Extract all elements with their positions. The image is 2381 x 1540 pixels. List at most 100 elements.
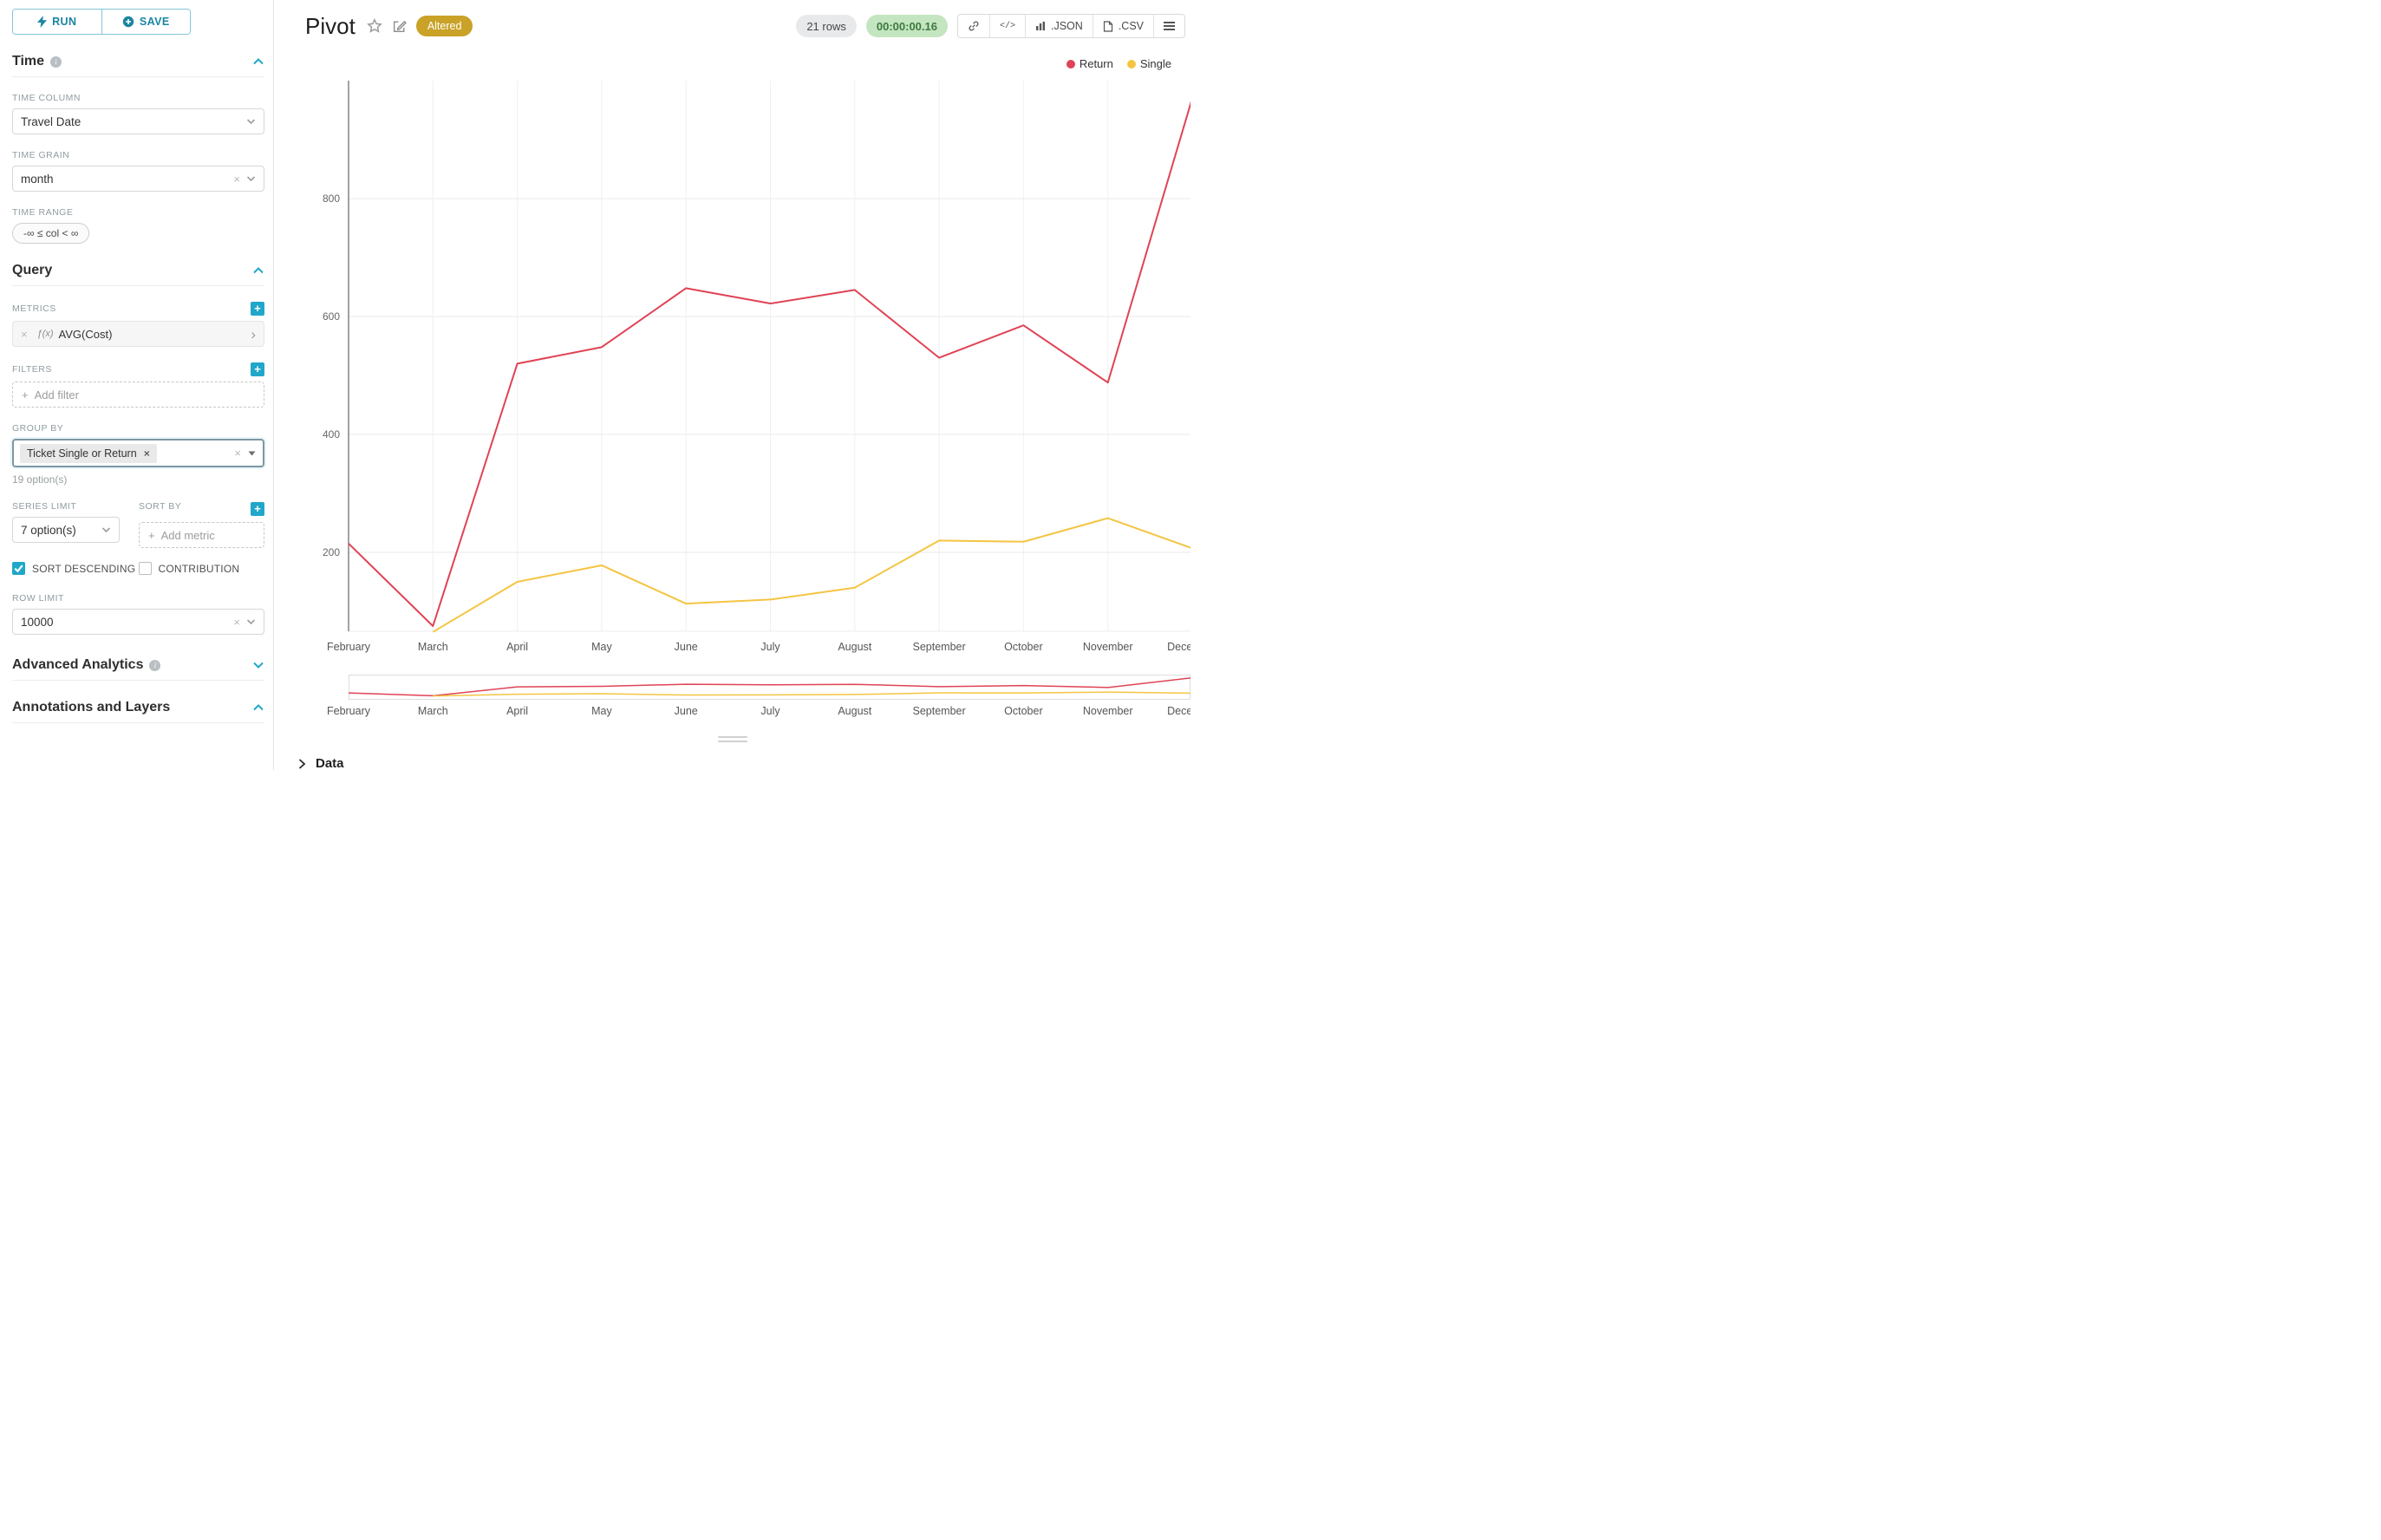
chart-header: Pivot Altered 21 rows 00:00:00.16 [305, 10, 1185, 42]
contribution-checkbox[interactable]: CONTRIBUTION [138, 560, 265, 578]
svg-text:June: June [675, 641, 698, 653]
run-save-button-group: RUN SAVE [12, 9, 191, 35]
file-icon [1103, 20, 1112, 32]
time-column-select[interactable]: Travel Date [12, 108, 264, 134]
legend-item-return[interactable]: Return [1066, 57, 1113, 70]
svg-text:August: August [838, 641, 871, 653]
annotations-header[interactable]: Annotations and Layers [12, 700, 264, 724]
query-section-header[interactable]: Query [12, 263, 264, 286]
group-by-label: GROUP BY [12, 423, 64, 434]
svg-text:November: November [1083, 705, 1133, 717]
save-button[interactable]: SAVE [101, 10, 190, 34]
chart-panel: Pivot Altered 21 rows 00:00:00.16 [275, 0, 1190, 770]
svg-text:October: October [1004, 641, 1042, 653]
row-limit-select[interactable]: 10000 × [12, 609, 264, 636]
bar-chart-icon [1036, 22, 1045, 30]
svg-text:June: June [675, 705, 698, 717]
row-limit-label: ROW LIMIT [12, 593, 64, 604]
plus-icon: + [22, 388, 29, 401]
code-icon: </> [999, 21, 1015, 31]
svg-text:800: 800 [323, 192, 340, 205]
chevron-up-icon[interactable] [252, 265, 264, 276]
remove-chip-icon[interactable]: × [143, 447, 150, 460]
chevron-up-icon[interactable] [252, 56, 264, 67]
time-section-header[interactable]: Time i [12, 54, 264, 77]
svg-text:December: December [1167, 705, 1190, 717]
chevron-right-icon[interactable]: › [251, 325, 256, 343]
favorite-star-icon[interactable] [366, 18, 382, 34]
chevron-down-icon [246, 619, 256, 625]
add-filter-dropzone[interactable]: + Add filter [12, 382, 264, 408]
chevron-down-icon [246, 119, 256, 125]
data-panel-toggle[interactable]: Data [297, 756, 344, 770]
run-button[interactable]: RUN [13, 10, 102, 34]
clear-icon[interactable]: × [233, 615, 240, 629]
svg-text:February: February [327, 641, 371, 653]
remove-metric-icon[interactable]: × [21, 327, 28, 341]
time-grain-select[interactable]: month × [12, 166, 264, 192]
control-panel-sidebar: RUN SAVE Time i TIME COLUMN Travel Date [0, 0, 274, 770]
lightning-icon [37, 16, 48, 28]
export-json-button[interactable]: .JSON [1025, 15, 1093, 37]
metric-chip[interactable]: × ƒ(x) AVG(Cost) › [12, 321, 264, 347]
svg-text:August: August [838, 705, 871, 717]
advanced-analytics-header[interactable]: Advanced Analytics i [12, 657, 264, 682]
sort-descending-checkbox[interactable]: SORT DESCENDING [12, 560, 139, 578]
export-csv-button[interactable]: .CSV [1092, 15, 1153, 37]
hamburger-icon [1164, 20, 1175, 32]
svg-text:200: 200 [323, 546, 340, 558]
plus-icon: + [148, 528, 155, 542]
clear-icon[interactable]: × [233, 172, 240, 186]
svg-text:July: July [760, 705, 780, 717]
info-icon: i [149, 659, 161, 671]
time-column-value: Travel Date [21, 114, 82, 128]
group-by-select[interactable]: Ticket Single or Return × × [12, 439, 264, 467]
add-metric-button[interactable]: + [251, 302, 264, 316]
group-by-chip-label: Ticket Single or Return [27, 447, 137, 460]
legend-dot-return [1066, 59, 1075, 69]
svg-text:400: 400 [323, 428, 340, 440]
series-limit-select[interactable]: 7 option(s) [12, 517, 120, 543]
add-sort-metric-dropzone[interactable]: + Add metric [139, 522, 264, 548]
caret-down-icon [248, 451, 256, 455]
export-json-label: .JSON [1051, 20, 1083, 32]
svg-text:May: May [591, 705, 612, 717]
add-sort-metric-button[interactable]: + [251, 502, 264, 516]
chevron-right-icon [298, 758, 306, 769]
line-chart: 200 400 600 800 February March April May June Jul… [323, 81, 1190, 653]
time-range-pill[interactable]: -∞ ≤ col < ∞ [12, 223, 90, 244]
svg-text:600: 600 [323, 310, 340, 323]
legend-label-return: Return [1079, 57, 1113, 70]
svg-text:April: April [506, 705, 528, 717]
advanced-analytics-title: Advanced Analytics [12, 657, 144, 673]
plus-circle-icon [122, 16, 134, 28]
resize-handle[interactable] [718, 734, 747, 745]
contribution-label: CONTRIBUTION [158, 563, 240, 575]
edit-properties-icon[interactable] [392, 19, 407, 34]
chevron-up-icon[interactable] [252, 702, 264, 713]
time-column-label: TIME COLUMN [12, 93, 81, 103]
time-range-label: TIME RANGE [12, 207, 74, 218]
checkbox-checked-icon[interactable] [12, 562, 25, 575]
share-link-button[interactable] [957, 15, 989, 37]
chevron-down-icon[interactable] [252, 660, 264, 670]
save-button-label: SAVE [139, 16, 170, 28]
view-query-button[interactable]: </> [988, 15, 1025, 37]
range-selector-chart[interactable]: February March April May June July August Septe… [275, 666, 1190, 727]
svg-text:February: February [327, 705, 371, 717]
legend-item-single[interactable]: Single [1126, 57, 1171, 70]
row-count-badge: 21 rows [796, 15, 857, 37]
chevron-down-icon [246, 176, 256, 182]
clear-icon[interactable]: × [234, 447, 241, 460]
svg-text:October: October [1004, 705, 1042, 717]
checkbox-unchecked-icon[interactable] [138, 562, 152, 575]
group-by-chip[interactable]: Ticket Single or Return × [20, 443, 157, 463]
query-section-title: Query [12, 263, 53, 277]
explore-view: RUN SAVE Time i TIME COLUMN Travel Date [0, 0, 1190, 770]
svg-text:July: July [760, 641, 780, 653]
menu-button[interactable] [1153, 15, 1184, 37]
svg-text:March: March [418, 641, 448, 653]
add-filter-button[interactable]: + [251, 362, 264, 376]
legend-label-single: Single [1139, 57, 1171, 70]
time-section-title: Time [12, 54, 45, 69]
